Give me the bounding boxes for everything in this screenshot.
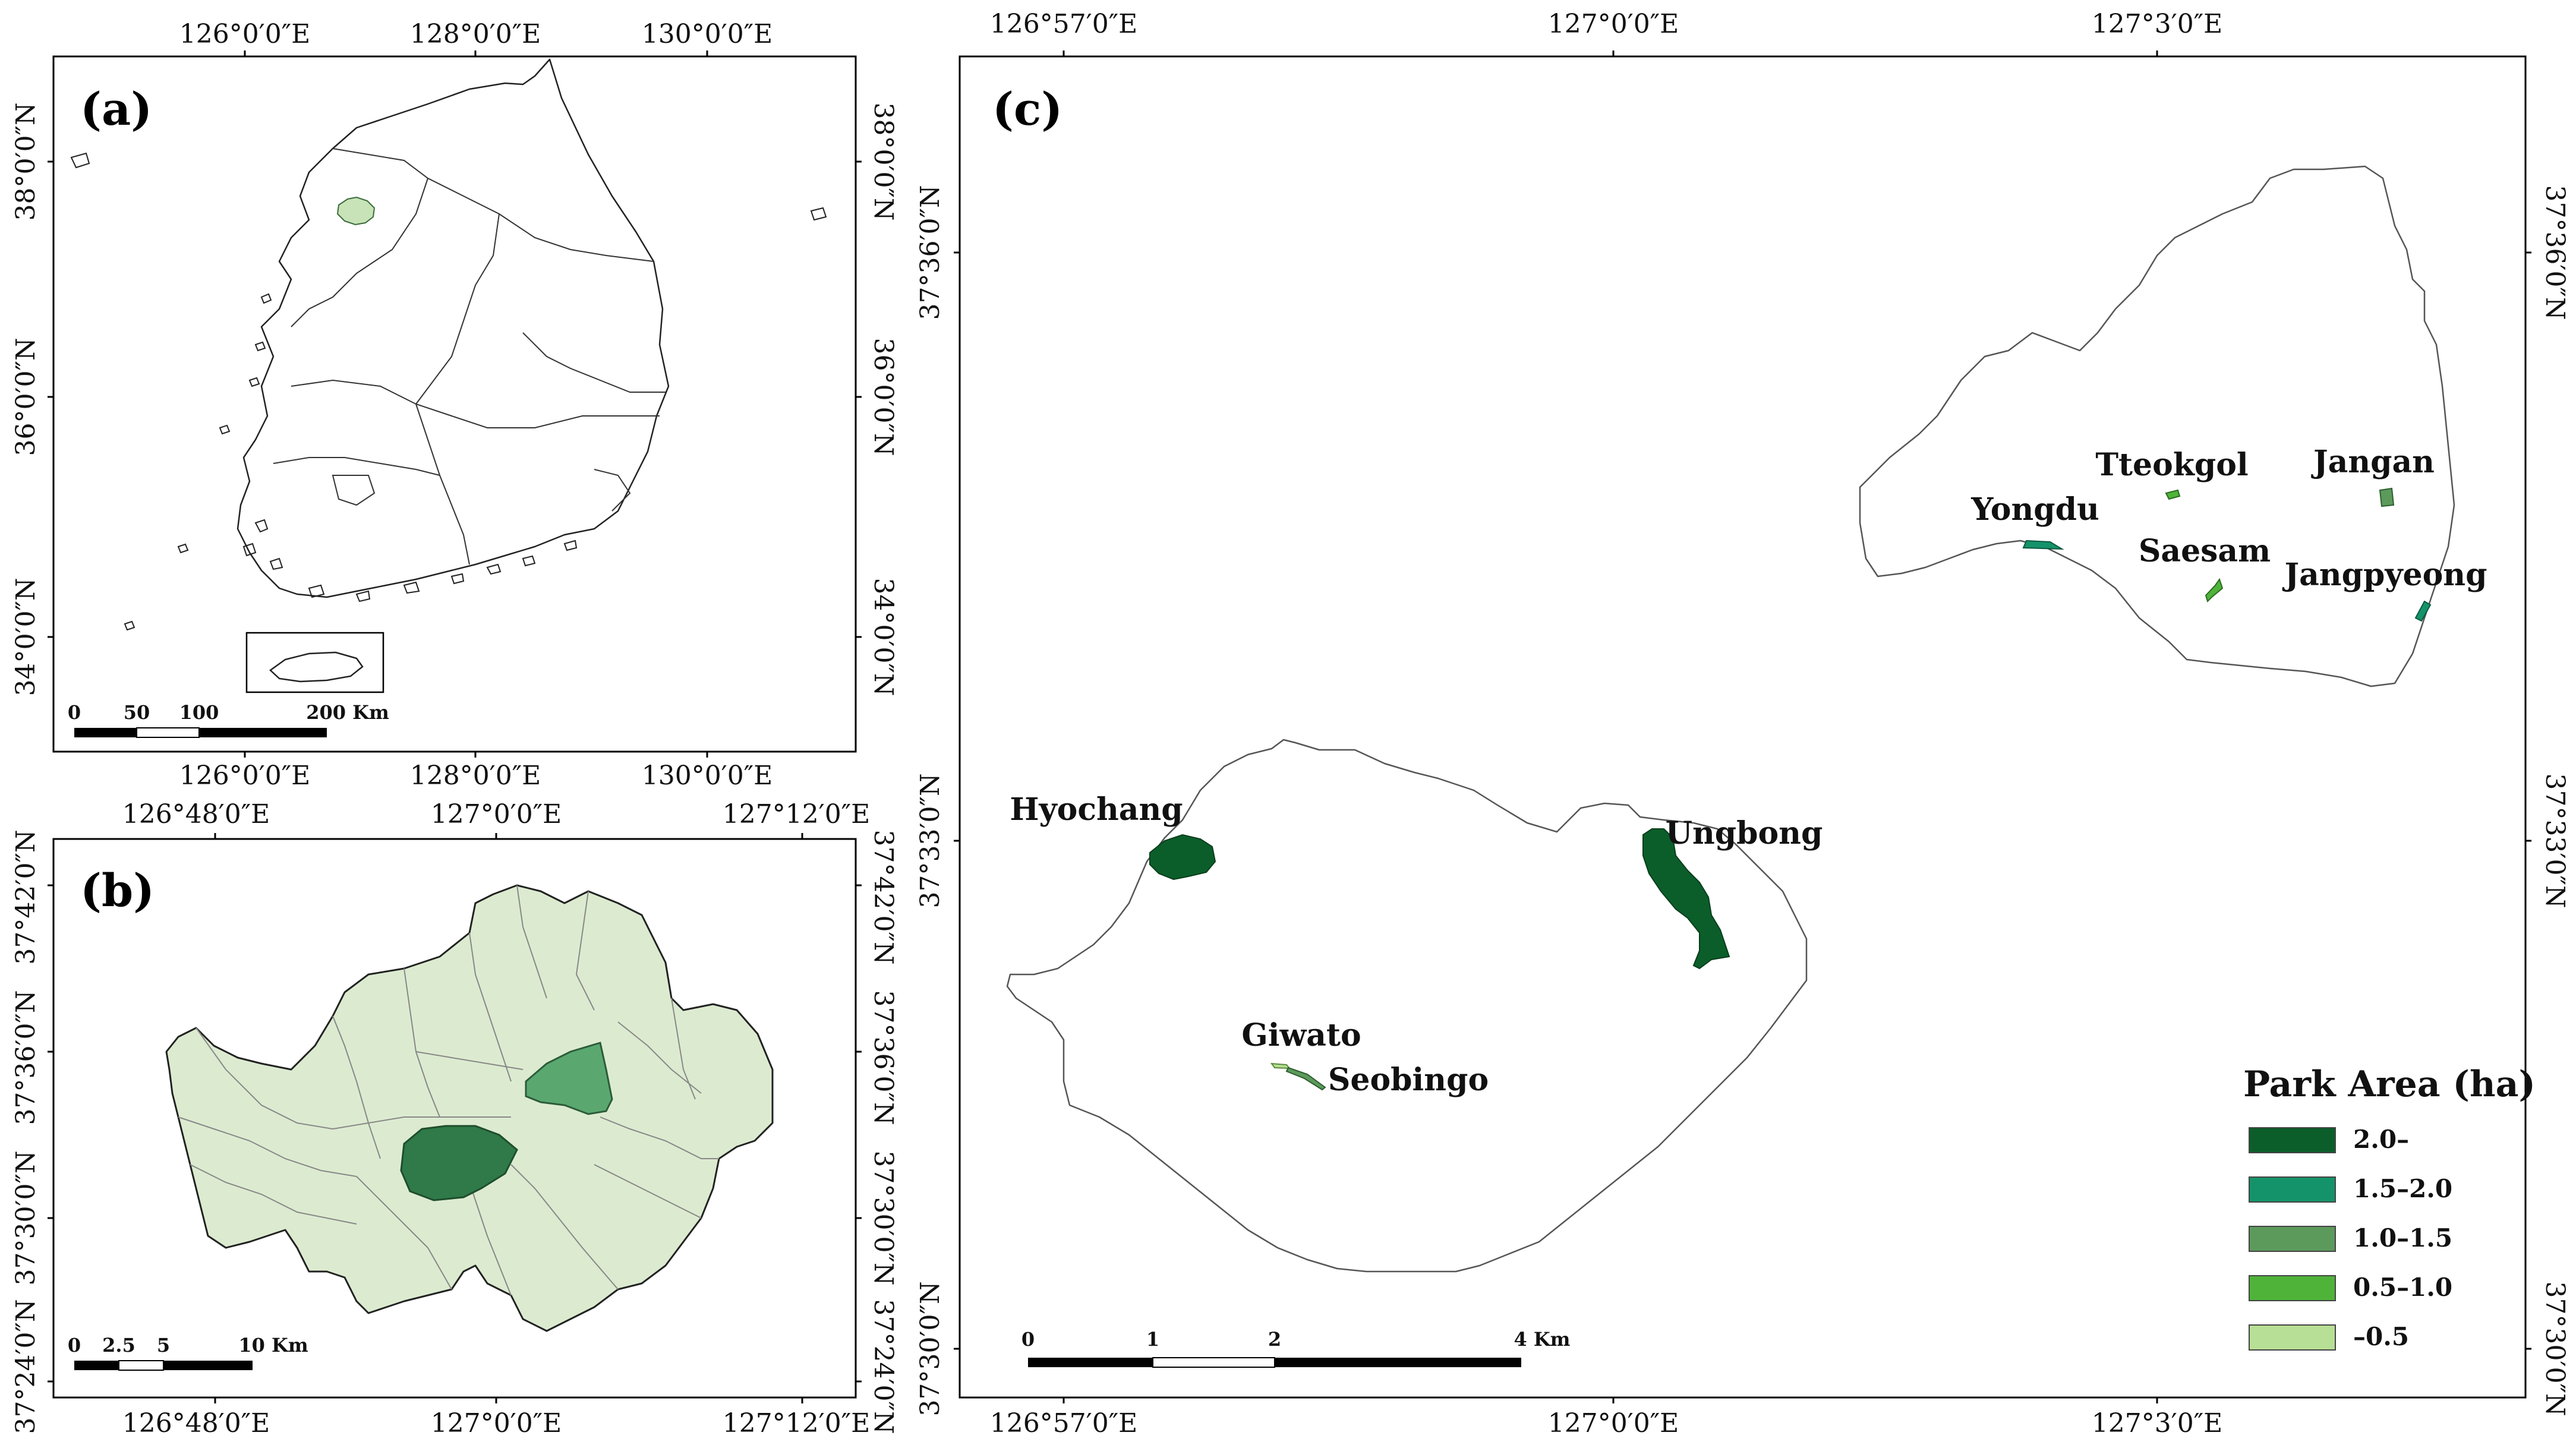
a-top-tick-3: 130°0′0″E xyxy=(642,19,773,49)
scale-b-2.5: 2.5 xyxy=(102,1334,135,1356)
c-left-tick-3: 37°30′0″N xyxy=(915,1282,945,1417)
gwangjin-district xyxy=(400,1125,518,1201)
a-right-tick-2: 36°0′0″N xyxy=(868,338,898,456)
b-bottom-tick-3: 127°12′0″E xyxy=(723,1408,871,1438)
legend-swatch xyxy=(2249,1176,2336,1203)
coast-islands xyxy=(70,152,827,631)
b-right-tick-4: 37°24′0″N xyxy=(868,1299,898,1434)
scale-a-200: 200 Km xyxy=(306,701,389,724)
scale-bar-b: 0 2.5 5 10 Km xyxy=(68,1334,308,1371)
a-left-tick-2: 36°0′0″N xyxy=(11,338,41,456)
scale-bar-c: 0 1 2 4 Km xyxy=(1021,1328,1571,1368)
panel-c-label: (c) xyxy=(992,83,1062,135)
b-left-tick-3: 37°30′0″N xyxy=(11,1151,41,1286)
legend-swatch xyxy=(2249,1226,2336,1252)
label-tteokgol: Tteokgol xyxy=(2095,447,2248,483)
panel-b-label: (b) xyxy=(80,864,155,917)
label-saesam: Saesam xyxy=(2139,533,2271,569)
scale-c-2: 2 xyxy=(1268,1328,1281,1351)
park-yongdu xyxy=(2022,540,2064,550)
scale-b-5: 5 xyxy=(157,1334,170,1356)
label-ungbong: Ungbong xyxy=(1666,815,1823,851)
legend-swatch xyxy=(2249,1127,2336,1153)
scale-c-0: 0 xyxy=(1021,1328,1035,1351)
label-jangpyeong: Jangpyeong xyxy=(2282,557,2487,593)
a-top-tick-2: 128°0′0″E xyxy=(410,19,541,49)
scale-a-100: 100 xyxy=(179,701,219,724)
scale-a-0: 0 xyxy=(68,701,81,724)
a-bottom-tick-1: 126°0′0″E xyxy=(179,761,311,791)
b-right-tick-2: 37°36′0″N xyxy=(868,990,898,1125)
seoul-highlight-a xyxy=(336,196,376,226)
scale-c-1: 1 xyxy=(1146,1328,1159,1351)
legend-label: 2.0– xyxy=(2353,1125,2409,1154)
a-right-tick-1: 38°0′0″N xyxy=(868,103,898,221)
legend-label: 1.0–1.5 xyxy=(2353,1223,2452,1253)
legend-label: –0.5 xyxy=(2353,1322,2409,1351)
park-giwato xyxy=(1270,1062,1291,1070)
b-top-tick-1: 126°48′0″E xyxy=(122,799,270,829)
a-top-tick-1: 126°0′0″E xyxy=(179,19,311,49)
a-right-tick-3: 34°0′0″N xyxy=(868,578,898,696)
panel-a: (a) 126°0′0″E 128°0′0″E 130°0′0″E 126°0′… xyxy=(11,19,898,791)
jeju-inset xyxy=(245,632,384,693)
label-yongdu: Yongdu xyxy=(1970,491,2099,528)
park-tteokgol xyxy=(2165,489,2181,500)
c-left-tick-2: 37°33′0″N xyxy=(915,774,945,908)
b-left-tick-2: 37°36′0″N xyxy=(11,990,41,1125)
province-boundaries xyxy=(273,148,666,565)
b-left-tick-1: 37°42′0″N xyxy=(11,830,41,965)
c-bottom-tick-2: 127°0′0″E xyxy=(1548,1408,1679,1438)
c-top-tick-1: 126°57′0″E xyxy=(990,9,1138,39)
scale-bar-a: 0 50 100 200 Km xyxy=(68,701,389,738)
label-hyochang: Hyochang xyxy=(1010,791,1183,828)
a-left-tick-1: 38°0′0″N xyxy=(11,103,41,221)
label-giwato: Giwato xyxy=(1241,1017,1361,1053)
seongbuk-district xyxy=(525,1042,613,1115)
panel-a-label: (a) xyxy=(80,83,152,135)
a-bottom-tick-2: 128°0′0″E xyxy=(410,761,541,791)
park-ungbong xyxy=(1642,828,1730,970)
c-right-tick-3: 37°30′0″N xyxy=(2540,1282,2570,1417)
a-bottom-tick-3: 130°0′0″E xyxy=(642,761,773,791)
c-right-tick-1: 37°36′0″N xyxy=(2540,185,2570,320)
scale-b-10: 10 Km xyxy=(238,1334,308,1356)
korea-outline xyxy=(237,58,670,598)
park-seobingo xyxy=(1285,1067,1326,1091)
panel-c: (c) 126°57′0″E 127°0′0″E 127°3′0″E 126°5… xyxy=(915,9,2570,1438)
b-right-tick-1: 37°42′0″N xyxy=(868,830,898,965)
scale-a-50: 50 xyxy=(124,701,150,724)
park-saesam xyxy=(2205,578,2224,602)
b-top-tick-2: 127°0′0″E xyxy=(431,799,562,829)
district-boundaries xyxy=(178,885,719,1296)
legend-label: 0.5–1.0 xyxy=(2353,1273,2452,1302)
park-hyochang xyxy=(1149,834,1216,881)
label-jangan: Jangan xyxy=(2311,444,2435,480)
legend-label: 1.5–2.0 xyxy=(2353,1174,2452,1203)
c-bottom-tick-1: 126°57′0″E xyxy=(990,1408,1138,1438)
label-seobingo: Seobingo xyxy=(1328,1062,1489,1098)
b-right-tick-3: 37°30′0″N xyxy=(868,1151,898,1286)
legend-title: Park Area (ha) xyxy=(2243,1064,2536,1105)
park-jangan xyxy=(2379,487,2395,507)
legend: Park Area (ha) 2.0– 1.5–2.0 1.0–1.5 0.5–1.0… xyxy=(2243,1064,2536,1351)
scale-c-4: 4 Km xyxy=(1514,1328,1570,1351)
legend-swatch xyxy=(2249,1324,2336,1351)
park-jangpyeong xyxy=(2414,600,2432,622)
a-left-tick-3: 34°0′0″N xyxy=(11,578,41,696)
c-top-tick-2: 127°0′0″E xyxy=(1548,9,1679,39)
legend-swatch xyxy=(2249,1275,2336,1301)
b-bottom-tick-2: 127°0′0″E xyxy=(431,1408,562,1438)
panel-b: (b) 126°48′0″E 127°0′0″E 127°12′0″E 126°… xyxy=(11,799,898,1438)
c-right-tick-2: 37°33′0″N xyxy=(2540,774,2570,908)
gwangjin-outline xyxy=(1006,739,1808,1273)
c-top-tick-3: 127°3′0″E xyxy=(2092,9,2223,39)
b-bottom-tick-1: 126°48′0″E xyxy=(122,1408,270,1438)
scale-b-0: 0 xyxy=(68,1334,81,1356)
b-top-tick-3: 127°12′0″E xyxy=(723,799,871,829)
c-left-tick-1: 37°36′0″N xyxy=(915,185,945,320)
jeju-island xyxy=(269,651,364,683)
b-left-tick-4: 37°24′0″N xyxy=(11,1299,41,1434)
c-bottom-tick-3: 127°3′0″E xyxy=(2092,1408,2223,1438)
